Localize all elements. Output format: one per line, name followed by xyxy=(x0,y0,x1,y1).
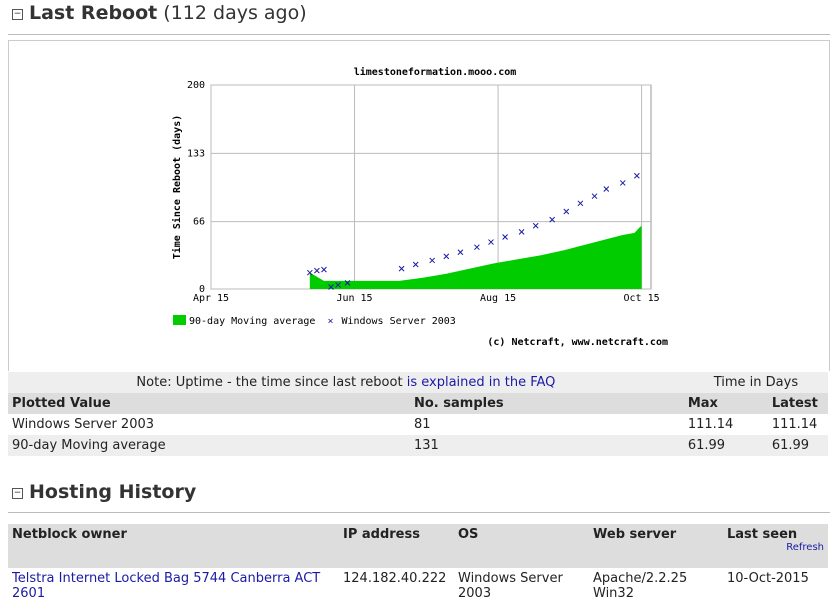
cell: 131 xyxy=(410,435,684,456)
point xyxy=(321,266,327,273)
note-cell: Note: Uptime - the time since last reboo… xyxy=(8,372,684,393)
cell: 61.99 xyxy=(683,435,768,456)
hosting-header: − Hosting History xyxy=(12,481,197,503)
column-header: Plotted Value xyxy=(8,393,410,414)
cell: 124.182.40.222 xyxy=(343,571,447,586)
y-tick-label: 133 xyxy=(187,148,205,159)
legend-swatch: × xyxy=(327,316,333,327)
point xyxy=(306,269,313,276)
chart: limestoneformation.mooo.com Time Since R… xyxy=(171,66,668,348)
point xyxy=(518,229,525,235)
x-tick-label: Oct 15 xyxy=(624,293,660,304)
x-tick-label: Jun 15 xyxy=(336,293,372,304)
point xyxy=(474,244,480,251)
y-tick-label: 0 xyxy=(199,284,205,295)
cell: 90-day Moving average xyxy=(8,435,410,456)
point xyxy=(457,249,464,256)
cell: Windows Server 2003 xyxy=(12,417,155,432)
y-tick-label: 66 xyxy=(193,217,205,228)
cell: 61.99 xyxy=(767,435,828,456)
note: Note: Uptime - the time since last reboo… xyxy=(136,375,403,390)
faq-link[interactable]: is explained in the FAQ xyxy=(406,375,556,390)
legend-swatch xyxy=(173,315,186,325)
column-header: Netblock owner xyxy=(8,524,339,568)
cell: Windows Server 2003 xyxy=(458,571,563,601)
cell: 111.14 xyxy=(771,417,818,432)
point xyxy=(488,239,494,245)
point xyxy=(398,265,405,272)
y-axis-label: Time Since Reboot (days) xyxy=(171,115,183,260)
column-header: Latest xyxy=(767,393,828,414)
column-header: Last seen Refresh xyxy=(723,524,828,568)
column-header: OS xyxy=(454,524,589,568)
credit: (c) Netcraft, www.netcraft.com xyxy=(487,337,668,348)
column-header: IP address xyxy=(339,524,454,568)
point xyxy=(634,172,640,179)
cell: 81 xyxy=(414,417,431,432)
column-header: Web server xyxy=(589,524,723,568)
section-title: Last Reboot xyxy=(29,2,158,24)
point xyxy=(549,216,556,223)
group-header: Time in Days xyxy=(683,372,828,393)
x-tick-label: Apr 15 xyxy=(193,293,229,304)
point xyxy=(429,257,436,264)
point xyxy=(412,261,419,268)
point xyxy=(335,282,341,288)
rule xyxy=(8,34,830,35)
cell: Apache/2.2.25 Win32 xyxy=(593,571,688,601)
rule xyxy=(8,512,830,513)
column-header: Max xyxy=(683,393,768,414)
legend-label: Windows Server 2003 xyxy=(341,316,455,327)
point xyxy=(344,280,351,286)
point xyxy=(591,193,598,200)
cell: Telstra Internet Locked Bag 5744 Canberr… xyxy=(8,568,339,604)
netblock-link[interactable]: Telstra Internet Locked Bag 5744 Canberr… xyxy=(12,571,321,601)
refresh-link[interactable]: Refresh xyxy=(786,542,824,553)
point xyxy=(314,267,320,274)
section-subtitle: (112 days ago) xyxy=(163,2,307,24)
point xyxy=(563,208,570,215)
y-tick-label: 200 xyxy=(187,80,205,91)
chart-title: limestoneformation.mooo.com xyxy=(354,66,517,78)
cell: 10-Oct-2015 xyxy=(727,571,809,586)
cell: 111.14 xyxy=(687,417,734,432)
uptime-table: Note: Uptime - the time since last reboo… xyxy=(8,372,828,456)
area xyxy=(309,225,642,289)
point xyxy=(328,284,334,290)
reboot-header: − Last Reboot (112 days ago) xyxy=(12,2,307,24)
x-tick-label: Aug 15 xyxy=(480,293,516,304)
column-header: No. samples xyxy=(410,393,684,414)
section-title: Hosting History xyxy=(29,481,197,503)
legend-label: 90-day Moving average xyxy=(189,316,315,327)
point xyxy=(577,200,584,207)
point xyxy=(502,234,508,240)
point xyxy=(443,253,450,260)
point xyxy=(603,186,610,192)
chart-panel: limestoneformation.mooo.com Time Since R… xyxy=(8,40,830,371)
column-label: Last seen xyxy=(727,527,798,542)
hosting-table: Netblock owner IP address OS Web server Last… xyxy=(8,524,828,604)
point xyxy=(532,222,539,229)
point xyxy=(619,180,626,186)
